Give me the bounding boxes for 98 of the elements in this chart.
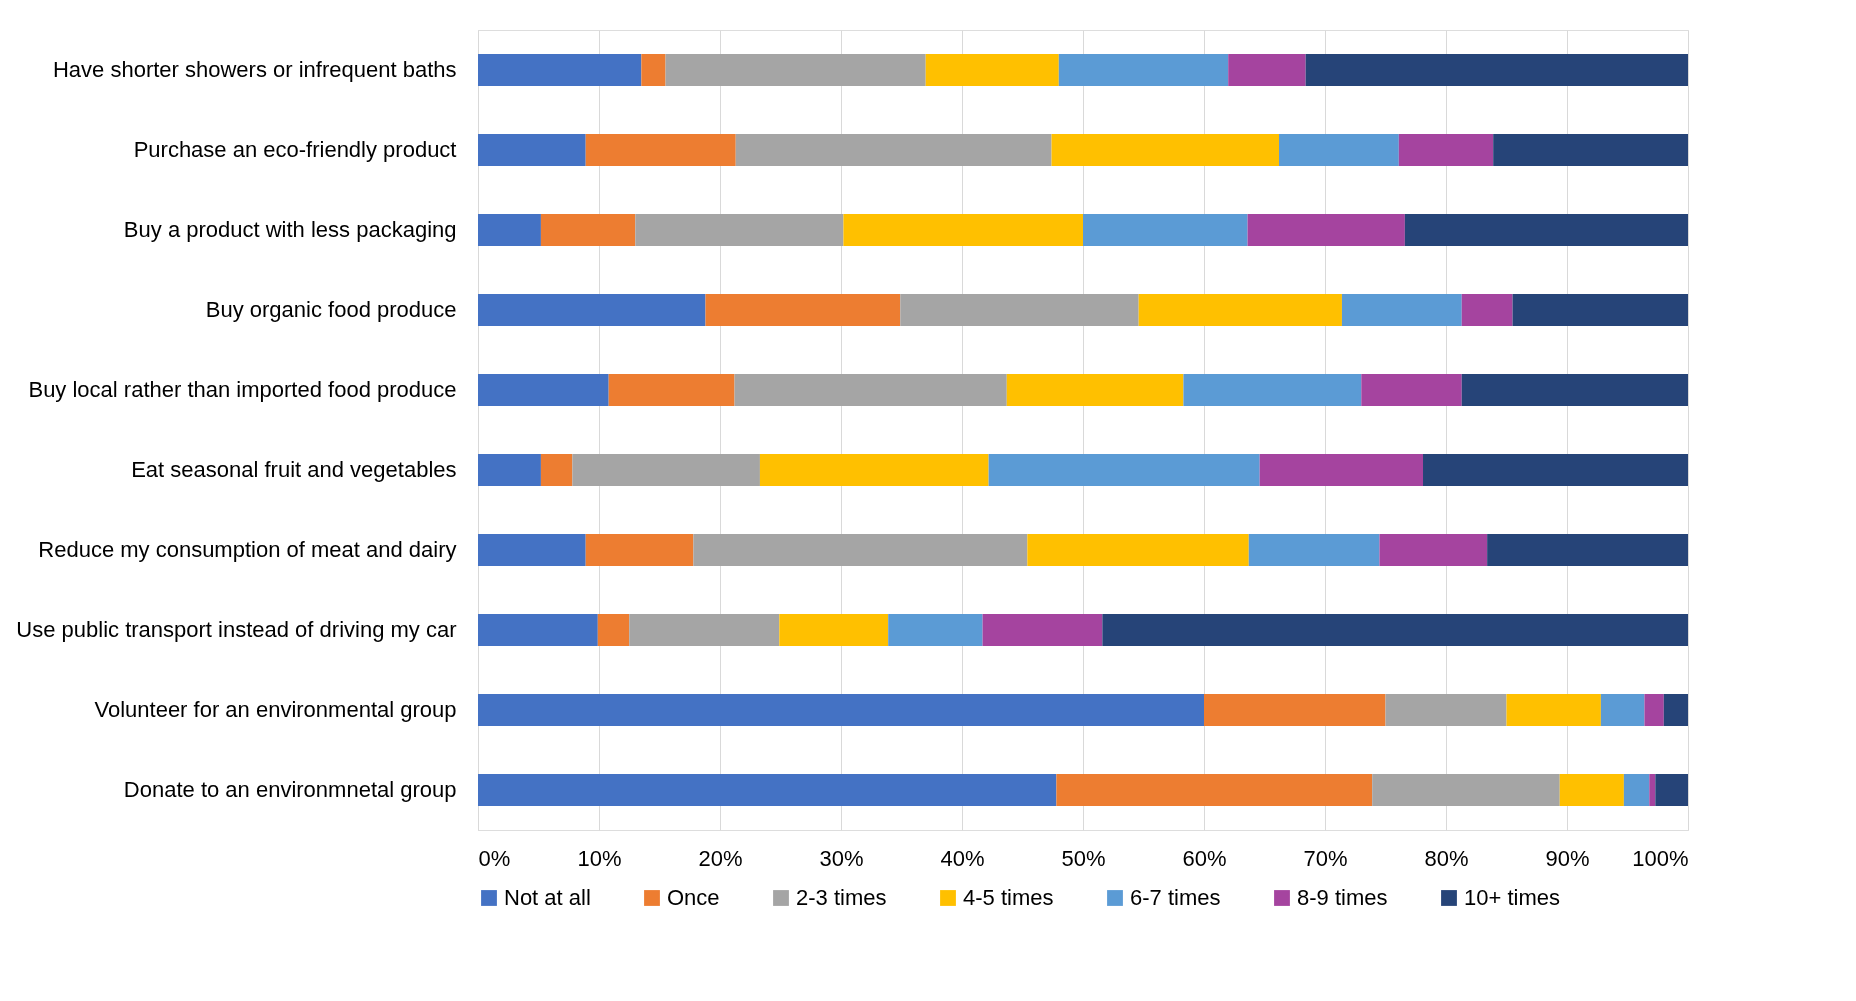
y-tick-label: Reduce my consumption of meat and dairy: [38, 537, 457, 562]
legend-label: Once: [667, 885, 720, 910]
bar: [540, 454, 573, 486]
bar: [734, 374, 1007, 406]
bar: [478, 534, 586, 566]
y-tick-label: Eat seasonal fruit and vegetables: [131, 457, 457, 482]
bar: [1279, 134, 1399, 166]
bar: [1341, 294, 1462, 326]
y-tick-label: Purchase an eco-friendly product: [133, 137, 457, 162]
bar: [1506, 694, 1601, 726]
bar: [478, 374, 609, 406]
bar: [1027, 534, 1249, 566]
y-tick-label: Donate to an environmnetal group: [123, 777, 457, 802]
bar: [1006, 374, 1184, 406]
bar: [1512, 294, 1688, 326]
bar: [1204, 694, 1386, 726]
x-tick-label: 20%: [698, 845, 743, 871]
bar: [1379, 534, 1488, 566]
bar: [478, 694, 1204, 726]
legend-label: 8-9 times: [1297, 885, 1388, 910]
x-tick-label: 90%: [1545, 845, 1590, 871]
bar: [1102, 614, 1688, 646]
bar: [478, 614, 598, 646]
y-tick-label: Buy organic food produce: [205, 297, 457, 322]
x-tick-label: 40%: [940, 845, 985, 871]
bar: [1423, 454, 1688, 486]
bar: [1385, 694, 1507, 726]
bar: [1461, 374, 1688, 406]
bar: [888, 614, 983, 646]
bar: [925, 54, 1059, 86]
y-tick-label: Have shorter showers or infrequent baths: [52, 57, 457, 82]
x-tick-label: 0%: [478, 845, 511, 871]
bar: [988, 454, 1260, 486]
bar: [478, 774, 1057, 806]
bar: [693, 534, 1028, 566]
bar: [585, 134, 736, 166]
x-tick-label: 30%: [819, 845, 864, 871]
bar: [982, 614, 1103, 646]
y-tick-label: Buy local rather than imported food produce: [28, 377, 457, 402]
bar: [735, 134, 1052, 166]
bar: [1623, 774, 1650, 806]
bar: [1398, 134, 1494, 166]
bar: [1600, 694, 1645, 726]
bar: [1361, 374, 1462, 406]
x-tick-label: 70%: [1303, 845, 1348, 871]
bar: [635, 214, 844, 246]
bar: [641, 54, 666, 86]
bar: [1259, 454, 1424, 486]
x-tick-label: 10%: [577, 845, 622, 871]
bar: [1058, 54, 1229, 86]
bar: [1663, 694, 1688, 726]
x-tick-label: 50%: [1061, 845, 1106, 871]
bar: [1487, 534, 1688, 566]
bar: [1644, 694, 1664, 726]
bar: [1051, 134, 1280, 166]
bar: [759, 454, 989, 486]
bar: [1247, 214, 1405, 246]
bar: [1228, 54, 1306, 86]
bar: [779, 614, 889, 646]
bar: [1493, 134, 1688, 166]
bar: [1655, 774, 1688, 806]
bar: [1305, 54, 1688, 86]
bar: [1372, 774, 1560, 806]
bar: [1461, 294, 1513, 326]
bar: [540, 214, 636, 246]
bar: [478, 134, 586, 166]
bar: [1056, 774, 1373, 806]
bar: [478, 54, 642, 86]
bar: [1559, 774, 1624, 806]
bar: [1083, 214, 1248, 246]
bar: [1183, 374, 1362, 406]
x-tick-label: 80%: [1424, 845, 1469, 871]
bar: [629, 614, 780, 646]
legend-label: 6-7 times: [1130, 885, 1221, 910]
bar: [478, 454, 541, 486]
y-tick-label: Volunteer for an environmental group: [94, 697, 457, 722]
y-tick-label: Use public transport instead of driving my car: [16, 617, 457, 642]
legend-label: 4-5 times: [963, 885, 1054, 910]
bar: [1138, 294, 1342, 326]
bar: [478, 214, 541, 246]
bar: [1404, 214, 1688, 246]
bar: [705, 294, 901, 326]
bar: [1649, 774, 1656, 806]
bar: [900, 294, 1139, 326]
x-tick-label: 100%: [1632, 845, 1689, 871]
bar: [843, 214, 1083, 246]
bar: [665, 54, 926, 86]
y-tick-label: Buy a product with less packaging: [123, 217, 457, 242]
x-tick-label: 60%: [1182, 845, 1227, 871]
legend-label: 10+ times: [1464, 885, 1560, 910]
bar: [478, 294, 706, 326]
bar: [1248, 534, 1380, 566]
bar: [585, 534, 694, 566]
legend-label: Not at all: [504, 885, 591, 910]
legend-label: 2-3 times: [796, 885, 887, 910]
bar: [597, 614, 630, 646]
bar: [608, 374, 735, 406]
bar: [572, 454, 760, 486]
